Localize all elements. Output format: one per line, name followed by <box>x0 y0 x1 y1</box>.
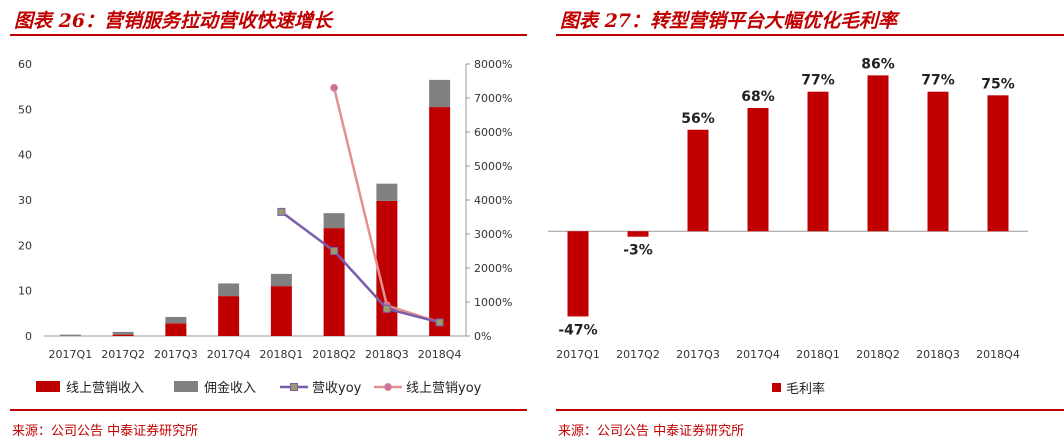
bar-commission <box>165 316 187 324</box>
legend-swatch-online <box>36 381 60 392</box>
data-label: -3% <box>623 243 653 259</box>
y2-tick-label: 1000% <box>474 296 512 309</box>
y-tick-label: 30 <box>18 194 32 207</box>
left-chart-svg: 0 10 20 30 40 50 60 0% 1000% 2000% 3000% 4000% 5000%… <box>18 58 512 396</box>
x-tick-label: 2018Q1 <box>796 348 840 361</box>
data-label: -47% <box>558 322 597 338</box>
bar-gross-margin <box>807 91 829 232</box>
bar-gross-margin <box>987 95 1009 232</box>
legend-label-revenue-yoy: 营收yoy <box>312 381 362 396</box>
y-tick-label: 50 <box>18 103 32 116</box>
x-tick-label: 2018Q2 <box>856 348 900 361</box>
x-tick-label: 2017Q1 <box>556 348 600 361</box>
y-tick-label: 10 <box>18 285 32 298</box>
x-tick-label: 2018Q3 <box>365 348 409 361</box>
point-revenue-yoy <box>435 318 444 327</box>
data-label: 77% <box>921 73 955 89</box>
left-chart-panel: 图表 26：营销服务拉动营收快速增长 0 10 20 30 40 50 60 0% 1000% 2… <box>0 0 527 441</box>
y2-tick-label: 2000% <box>474 262 512 275</box>
point-revenue-yoy <box>330 247 339 255</box>
bar-gross-margin <box>567 231 589 317</box>
legend-swatch-gross-margin <box>772 383 781 392</box>
data-label: 77% <box>801 73 835 89</box>
right-chart-title: 图表 27：转型营销平台大幅优化毛利率 <box>560 10 898 32</box>
x-tick-label: 2017Q1 <box>49 348 93 361</box>
bar-gross-margin <box>627 231 649 237</box>
y2-tick-label: 8000% <box>474 58 512 71</box>
right-source-divider <box>556 409 1064 411</box>
legend-label-gross-margin: 毛利率 <box>786 381 825 397</box>
x-tick-label: 2018Q4 <box>418 348 462 361</box>
bar-online-marketing <box>112 334 134 336</box>
legend-label-online-yoy: 线上营销yoy <box>406 381 482 396</box>
legend-marker-revenue-yoy <box>290 383 298 391</box>
point-revenue-yoy <box>382 304 391 313</box>
x-tick-label: 2017Q4 <box>207 348 251 361</box>
x-tick-label: 2017Q3 <box>154 348 198 361</box>
left-title-bar: 图表 26：营销服务拉动营收快速增长 <box>10 4 527 36</box>
bar-gross-margin <box>687 129 709 232</box>
bar-gross-margin <box>747 108 769 232</box>
y2-tick-label: 3000% <box>474 228 512 241</box>
right-chart-panel: 图表 27：转型营销平台大幅优化毛利率 -47% -3% 56% 68% 77% 86% 7… <box>546 0 1064 441</box>
y2-tick-label: 7000% <box>474 92 512 105</box>
data-label: 86% <box>861 56 895 72</box>
bar-gross-margin <box>867 75 889 232</box>
y2-tick-label: 0% <box>474 330 491 343</box>
bar-online-marketing <box>165 323 187 336</box>
bar-gross-margin <box>927 91 949 232</box>
x-tick-label: 2017Q2 <box>101 348 145 361</box>
bar-online-marketing <box>376 200 398 336</box>
y2-tick-label: 6000% <box>474 126 512 139</box>
bar-commission <box>323 213 345 229</box>
left-source-divider <box>10 409 527 411</box>
bar-online-marketing <box>429 107 451 336</box>
left-source-text: 来源：公司公告 中泰证券研究所 <box>12 424 199 439</box>
point-revenue-yoy <box>277 207 286 216</box>
right-chart-svg: -47% -3% 56% 68% 77% 86% 77% 75% 2017Q1 2017Q2 201… <box>548 56 1028 397</box>
point-online-yoy <box>330 83 339 92</box>
x-tick-label: 2018Q2 <box>312 348 356 361</box>
right-source-text: 来源：公司公告 中泰证券研究所 <box>558 424 745 439</box>
bar-online-marketing <box>218 296 240 336</box>
bar-online-marketing <box>270 286 292 336</box>
y-tick-label: 20 <box>18 239 32 252</box>
bar-commission <box>429 79 451 108</box>
data-label: 56% <box>681 111 715 127</box>
x-tick-label: 2018Q3 <box>916 348 960 361</box>
legend-label-online: 线上营销收入 <box>66 381 144 396</box>
x-tick-label: 2017Q2 <box>616 348 660 361</box>
x-tick-label: 2018Q4 <box>976 348 1020 361</box>
y-tick-label: 0 <box>25 330 32 343</box>
x-tick-label: 2017Q3 <box>676 348 720 361</box>
bar-commission <box>112 331 134 335</box>
left-chart-title: 图表 26：营销服务拉动营收快速增长 <box>14 10 333 32</box>
y2-tick-label: 5000% <box>474 160 512 173</box>
legend-marker-online-yoy <box>384 383 392 391</box>
legend-label-commission: 佣金收入 <box>204 380 256 396</box>
data-label: 68% <box>741 89 775 105</box>
bar-commission <box>218 283 240 297</box>
right-title-bar: 图表 27：转型营销平台大幅优化毛利率 <box>556 4 1064 36</box>
y-tick-label: 40 <box>18 149 32 162</box>
line-revenue-yoy <box>280 210 440 324</box>
y2-tick-label: 4000% <box>474 194 512 207</box>
bar-commission <box>376 183 398 201</box>
bar-commission <box>270 273 292 287</box>
x-tick-label: 2018Q1 <box>260 348 304 361</box>
bar-commission <box>59 334 81 336</box>
data-label: 75% <box>981 76 1015 92</box>
x-tick-label: 2017Q4 <box>736 348 780 361</box>
y-tick-label: 60 <box>18 58 32 71</box>
legend-swatch-commission <box>174 381 198 392</box>
